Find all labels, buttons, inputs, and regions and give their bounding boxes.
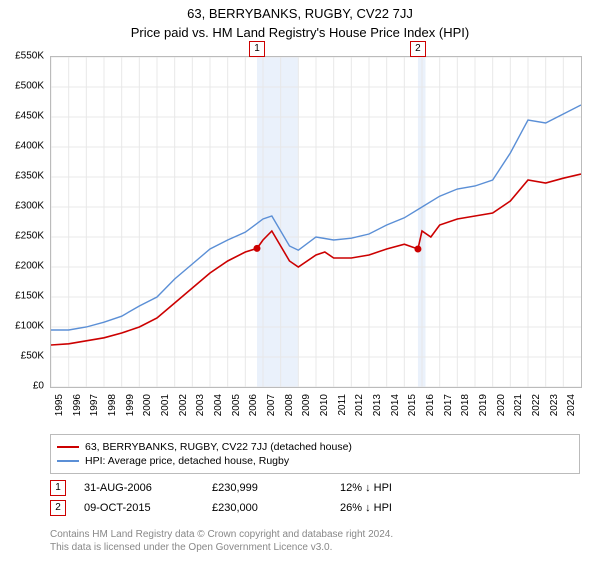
y-tick-label: £100K bbox=[15, 321, 44, 332]
transaction-price: £230,000 bbox=[212, 502, 322, 514]
footnote-line2: This data is licensed under the Open Gov… bbox=[50, 541, 580, 554]
x-tick-label: 2000 bbox=[142, 394, 153, 416]
x-tick-label: 2007 bbox=[266, 394, 277, 416]
x-tick-label: 2013 bbox=[372, 394, 383, 416]
footnote-line1: Contains HM Land Registry data © Crown c… bbox=[50, 528, 580, 541]
x-tick-label: 2011 bbox=[337, 394, 348, 416]
y-tick-label: £300K bbox=[15, 201, 44, 212]
transaction-delta: 26% ↓ HPI bbox=[340, 502, 450, 514]
y-tick-label: £500K bbox=[15, 81, 44, 92]
transaction-row: 2 09-OCT-2015 £230,000 26% ↓ HPI bbox=[50, 500, 580, 516]
transaction-row: 1 31-AUG-2006 £230,999 12% ↓ HPI bbox=[50, 480, 580, 496]
transaction-price: £230,999 bbox=[212, 482, 322, 494]
legend-swatch-hpi bbox=[57, 460, 79, 462]
y-tick-label: £400K bbox=[15, 141, 44, 152]
transaction-marker-1: 1 bbox=[50, 480, 66, 496]
x-tick-label: 1998 bbox=[107, 394, 118, 416]
x-tick-label: 1996 bbox=[72, 394, 83, 416]
y-tick-label: £450K bbox=[15, 111, 44, 122]
x-tick-label: 1997 bbox=[89, 394, 100, 416]
y-tick-label: £50K bbox=[21, 351, 44, 362]
x-tick-label: 2005 bbox=[231, 394, 242, 416]
y-tick-label: £350K bbox=[15, 171, 44, 182]
x-tick-label: 2015 bbox=[407, 394, 418, 416]
legend-item-hpi: HPI: Average price, detached house, Rugb… bbox=[57, 455, 573, 467]
x-tick-label: 2010 bbox=[319, 394, 330, 416]
x-axis-labels: 1995 1996 1997 1998 1999 2000 2001 2002 2003 2004… bbox=[50, 390, 580, 430]
legend-label-subject: 63, BERRYBANKS, RUGBY, CV22 7JJ (detache… bbox=[85, 441, 352, 453]
x-tick-label: 1999 bbox=[125, 394, 136, 416]
x-tick-label: 2012 bbox=[354, 394, 365, 416]
x-tick-label: 2014 bbox=[390, 394, 401, 416]
x-tick-label: 2023 bbox=[549, 394, 560, 416]
y-axis-labels: £0£50K£100K£150K£200K£250K£300K£350K£400… bbox=[0, 56, 48, 386]
x-tick-label: 2021 bbox=[513, 394, 524, 416]
event-marker-2: 2 bbox=[410, 41, 426, 57]
y-tick-label: £150K bbox=[15, 291, 44, 302]
x-tick-label: 2006 bbox=[248, 394, 259, 416]
x-tick-label: 2008 bbox=[284, 394, 295, 416]
x-tick-label: 2003 bbox=[195, 394, 206, 416]
chart-svg bbox=[51, 57, 581, 387]
x-tick-label: 1995 bbox=[54, 394, 65, 416]
legend-label-hpi: HPI: Average price, detached house, Rugb… bbox=[85, 455, 289, 467]
footnote: Contains HM Land Registry data © Crown c… bbox=[50, 528, 580, 554]
transactions-table: 1 31-AUG-2006 £230,999 12% ↓ HPI 2 09-OC… bbox=[50, 476, 580, 520]
x-tick-label: 2004 bbox=[213, 394, 224, 416]
y-tick-label: £0 bbox=[33, 381, 44, 392]
transaction-date: 09-OCT-2015 bbox=[84, 502, 194, 514]
x-tick-label: 2002 bbox=[178, 394, 189, 416]
x-tick-label: 2009 bbox=[301, 394, 312, 416]
chart-legend: 63, BERRYBANKS, RUGBY, CV22 7JJ (detache… bbox=[50, 434, 580, 474]
chart-subtitle: Price paid vs. HM Land Registry's House … bbox=[0, 25, 600, 40]
x-tick-label: 2017 bbox=[443, 394, 454, 416]
event-marker-1: 1 bbox=[249, 41, 265, 57]
x-tick-label: 2020 bbox=[496, 394, 507, 416]
y-tick-label: £550K bbox=[15, 51, 44, 62]
x-tick-label: 2019 bbox=[478, 394, 489, 416]
legend-swatch-subject bbox=[57, 446, 79, 448]
transaction-marker-2: 2 bbox=[50, 500, 66, 516]
x-tick-label: 2016 bbox=[425, 394, 436, 416]
y-tick-label: £250K bbox=[15, 231, 44, 242]
x-tick-label: 2024 bbox=[566, 394, 577, 416]
y-tick-label: £200K bbox=[15, 261, 44, 272]
x-tick-label: 2018 bbox=[460, 394, 471, 416]
chart-plot-area: 12 bbox=[50, 56, 582, 388]
legend-item-subject: 63, BERRYBANKS, RUGBY, CV22 7JJ (detache… bbox=[57, 441, 573, 453]
transaction-date: 31-AUG-2006 bbox=[84, 482, 194, 494]
chart-title-address: 63, BERRYBANKS, RUGBY, CV22 7JJ bbox=[0, 6, 600, 21]
x-tick-label: 2022 bbox=[531, 394, 542, 416]
transaction-delta: 12% ↓ HPI bbox=[340, 482, 450, 494]
x-tick-label: 2001 bbox=[160, 394, 171, 416]
